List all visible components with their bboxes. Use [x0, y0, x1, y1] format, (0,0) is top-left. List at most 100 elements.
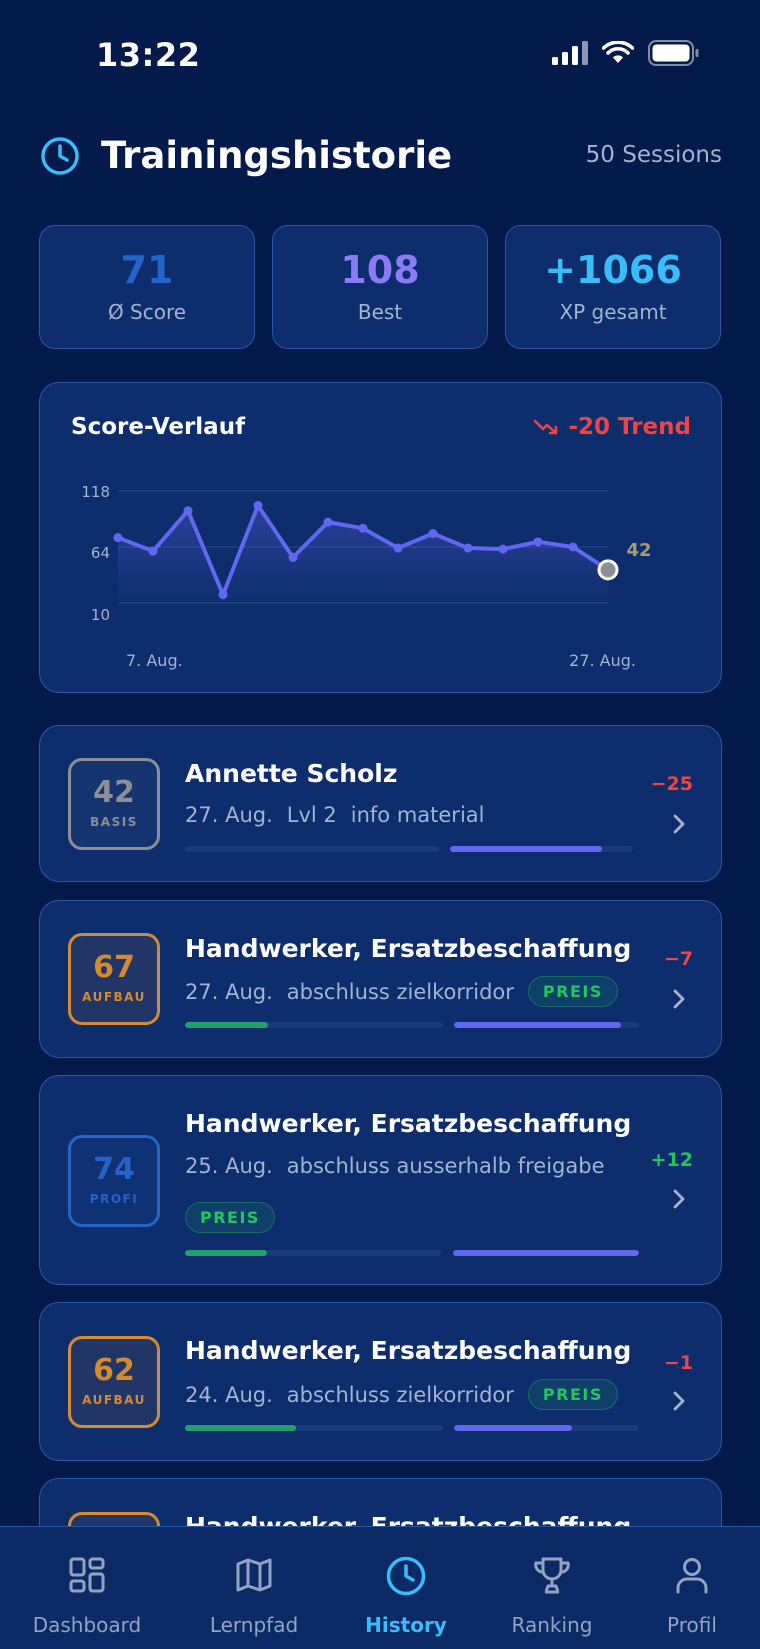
data-point: [148, 546, 158, 556]
data-point: [428, 529, 438, 539]
nav-item-profil[interactable]: Profil: [616, 1527, 760, 1649]
session-card[interactable]: 62 AUFBAU Handwerker, Ersatzbeschaffung …: [39, 1302, 722, 1461]
session-card[interactable]: 74 PROFI Handwerker, Ersatzbeschaffung 2…: [39, 1075, 722, 1285]
session-date: 27. Aug.: [185, 803, 273, 827]
progress-fill: [450, 846, 602, 852]
nav-label: Profil: [667, 1613, 717, 1637]
session-card[interactable]: 42 BASIS Annette Scholz 27. Aug. Lvl 2 i…: [39, 725, 722, 882]
score-badge: 42 BASIS: [68, 758, 160, 850]
series-area: [118, 505, 608, 603]
trending-down-icon: [534, 419, 558, 435]
session-meta: 24. Aug. abschluss zielkorridor PREIS: [185, 1379, 632, 1410]
progress-fill: [454, 1425, 573, 1431]
signal-icon: [552, 41, 588, 65]
progress-bar-primary: [185, 1425, 443, 1431]
status-bar: 13:22: [0, 0, 760, 110]
chevron-right-icon[interactable]: [671, 988, 687, 1010]
chevron-right-icon[interactable]: [671, 1188, 687, 1210]
score-delta: −25: [650, 773, 693, 795]
stat-label: XP gesamt: [559, 300, 667, 324]
score-delta: −1: [663, 1352, 693, 1374]
data-point: [463, 543, 473, 553]
progress-bar-secondary: [453, 1250, 639, 1256]
score-badge: 67 AUFBAU: [68, 933, 160, 1025]
nav-item-ranking[interactable]: Ranking: [476, 1527, 628, 1649]
score-chart-card: Score-Verlauf -20 Trend 118 64 10 42 7. …: [39, 382, 722, 693]
nav-item-history[interactable]: History: [330, 1527, 482, 1649]
session-name: Handwerker, Ersatzbeschaffung: [185, 1336, 632, 1365]
y-tick-label: 64: [91, 544, 110, 562]
last-data-point: [597, 559, 619, 581]
score-level: AUFBAU: [82, 990, 146, 1004]
page-header: Trainingshistorie 50 Sessions: [40, 130, 722, 182]
data-point: [253, 501, 263, 511]
y-tick-label: 118: [81, 483, 110, 501]
nav-item-lernpfad[interactable]: Lernpfad: [178, 1527, 330, 1649]
session-topic: info material: [350, 803, 485, 827]
progress-fill: [185, 1250, 267, 1256]
stat-card-xp: +1066 XP gesamt: [505, 225, 721, 349]
data-point: [113, 533, 123, 543]
score-badge: 74 PROFI: [68, 1135, 160, 1227]
last-point-label: 42: [626, 540, 651, 561]
stat-card-average: 71 Ø Score: [39, 225, 255, 349]
progress-bar-secondary: [454, 1022, 639, 1028]
data-point: [568, 542, 578, 552]
stat-label: Best: [357, 300, 403, 324]
stat-value: 108: [340, 248, 420, 292]
nav-label: History: [365, 1613, 447, 1637]
stat-value: 71: [120, 248, 174, 292]
preis-tag: PREIS: [527, 976, 618, 1007]
data-point: [498, 544, 508, 554]
trend-indicator: -20 Trend: [534, 414, 691, 440]
session-topic: abschluss ausserhalb freigabe: [286, 1154, 605, 1178]
progress-bar-secondary: [450, 846, 633, 852]
clock-icon: [386, 1556, 426, 1596]
map-icon: [236, 1558, 272, 1592]
progress-fill: [453, 1250, 639, 1256]
dashboard-icon: [69, 1557, 105, 1593]
data-point: [218, 590, 228, 600]
session-level: Lvl 2: [286, 803, 337, 827]
bottom-nav: Dashboard Lernpfad History Ranking Profi…: [0, 1526, 760, 1649]
score-delta: +12: [650, 1149, 693, 1171]
nav-label: Dashboard: [32, 1613, 142, 1637]
status-time: 13:22: [96, 36, 201, 74]
user-icon: [676, 1558, 708, 1594]
data-point: [533, 537, 543, 547]
trend-value: -20 Trend: [568, 414, 691, 440]
data-point: [358, 523, 368, 533]
progress-bar-primary: [185, 846, 439, 852]
score-delta: −7: [663, 948, 693, 970]
score-value: 67: [93, 950, 135, 985]
stat-label: Ø Score: [107, 300, 187, 324]
session-name: Annette Scholz: [185, 759, 398, 788]
y-tick-label: 10: [91, 606, 110, 624]
nav-item-dashboard[interactable]: Dashboard: [11, 1527, 163, 1649]
x-tick-label: 27. Aug.: [569, 651, 636, 670]
session-name: Handwerker, Ersatzbeschaffung: [185, 1109, 632, 1138]
data-point: [393, 543, 403, 553]
session-name: Handwerker, Ersatzbeschaffung: [185, 934, 632, 963]
progress-bar-primary: [185, 1022, 443, 1028]
progress-fill: [454, 1022, 621, 1028]
session-card[interactable]: 67 AUFBAU Handwerker, Ersatzbeschaffung …: [39, 900, 722, 1058]
chart-title: Score-Verlauf: [71, 414, 246, 440]
x-tick-label: 7. Aug.: [126, 651, 183, 670]
session-date: 27. Aug.: [185, 979, 273, 1004]
score-value: 42: [93, 775, 135, 810]
session-meta: 27. Aug. Lvl 2 info material: [185, 803, 498, 827]
preis-tag: PREIS: [185, 1202, 275, 1233]
trophy-icon: [534, 1557, 570, 1594]
chevron-right-icon[interactable]: [671, 1390, 687, 1412]
progress-fill: [185, 1425, 296, 1431]
score-level: BASIS: [90, 815, 138, 829]
session-topic: abschluss zielkorridor: [286, 1382, 514, 1407]
stat-card-best: 108 Best: [272, 225, 488, 349]
page-title: Trainingshistorie: [101, 134, 453, 177]
battery-icon: [648, 40, 699, 66]
session-meta: 25. Aug. abschluss ausserhalb freigabe: [185, 1154, 619, 1178]
chevron-right-icon[interactable]: [671, 813, 687, 835]
score-badge: 62 AUFBAU: [68, 1336, 160, 1428]
nav-label: Lernpfad: [209, 1613, 299, 1637]
